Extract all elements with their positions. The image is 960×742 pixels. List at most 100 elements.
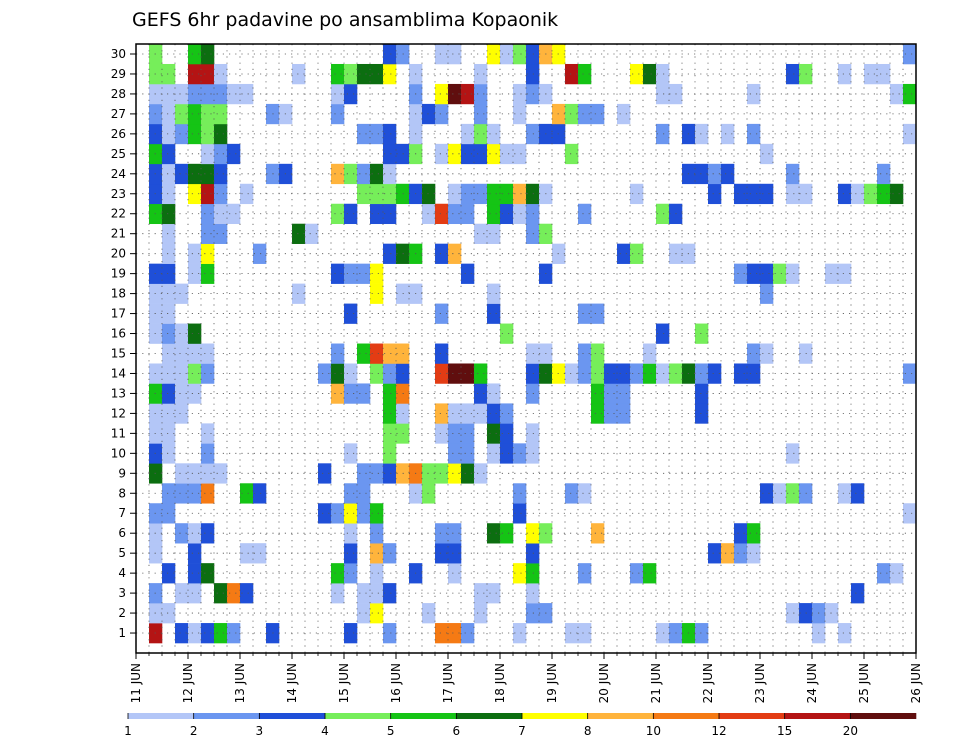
heatmap-cell	[656, 83, 670, 105]
heatmap-cell	[227, 583, 241, 604]
heatmap-cell	[162, 243, 176, 264]
heatmap-cell	[474, 223, 488, 244]
heatmap-cell	[357, 163, 371, 185]
heatmap-cell	[383, 403, 397, 424]
heatmap-cell	[188, 263, 202, 284]
heatmap-cell	[253, 543, 267, 564]
y-tick-label: 20	[111, 247, 126, 261]
heatmap-cell	[435, 363, 449, 384]
heatmap-cell	[435, 103, 449, 125]
heatmap-cell	[175, 363, 189, 384]
y-tick-label: 4	[118, 566, 126, 580]
heatmap-cell	[526, 363, 540, 384]
heatmap-cell	[526, 383, 540, 404]
heatmap-cell	[331, 63, 345, 85]
heatmap-cell	[344, 443, 358, 464]
heatmap-cell	[734, 543, 748, 564]
heatmap-cell	[331, 163, 345, 185]
heatmap-cell	[513, 83, 527, 105]
heatmap-cell	[175, 483, 189, 504]
heatmap-cell	[448, 563, 462, 584]
heatmap-cell	[214, 623, 228, 644]
colorbar-swatch	[259, 713, 326, 719]
heatmap-cell	[578, 343, 592, 364]
y-tick-label: 22	[111, 207, 126, 221]
heatmap-cell	[344, 543, 358, 564]
heatmap-cell	[422, 183, 436, 205]
heatmap-cell	[708, 363, 722, 384]
heatmap-cell	[188, 623, 202, 644]
heatmap-cell	[526, 83, 540, 105]
y-tick-label: 18	[111, 287, 126, 301]
heatmap-cell	[487, 223, 501, 244]
heatmap-cell	[448, 443, 462, 464]
colorbar-swatch	[850, 713, 917, 719]
heatmap-cell	[175, 123, 189, 145]
heatmap-cell	[175, 403, 189, 424]
heatmap-cell	[487, 203, 501, 225]
heatmap-cell	[344, 563, 358, 584]
heatmap-cell	[188, 523, 202, 544]
heatmap-cell	[201, 523, 215, 544]
heatmap-cell	[877, 183, 891, 205]
y-tick-label: 24	[111, 167, 126, 181]
heatmap-cell	[448, 523, 462, 544]
heatmap-cell	[435, 44, 449, 65]
heatmap-cell	[708, 183, 722, 205]
heatmap-cell	[487, 443, 501, 464]
heatmap-cell	[357, 503, 371, 524]
colorbar-label: 10	[646, 724, 661, 738]
y-tick-label: 30	[111, 47, 126, 61]
x-tick-label: 20 JUN	[597, 663, 611, 703]
heatmap-cell	[695, 363, 709, 384]
heatmap-cell	[162, 343, 176, 364]
heatmap-cell	[162, 323, 176, 344]
heatmap-cell	[162, 443, 176, 464]
heatmap-cell	[370, 283, 384, 304]
heatmap-cell	[695, 383, 709, 404]
heatmap-cell	[370, 183, 384, 205]
heatmap-cell	[461, 623, 475, 644]
heatmap-cell	[201, 143, 215, 165]
heatmap-cell	[500, 523, 514, 544]
heatmap-cell	[292, 223, 306, 244]
heatmap-cell	[201, 103, 215, 125]
heatmap-cell	[760, 343, 774, 364]
heatmap-cell	[721, 123, 735, 145]
heatmap-cell	[500, 423, 514, 444]
heatmap-cell	[747, 343, 761, 364]
heatmap-cell	[240, 583, 254, 604]
heatmap-cell	[591, 403, 605, 424]
heatmap-cell	[162, 183, 176, 205]
colorbar-label: 6	[453, 724, 461, 738]
heatmap-cell	[383, 363, 397, 384]
heatmap-cell	[383, 543, 397, 564]
heatmap-cell	[383, 423, 397, 444]
heatmap-cell	[357, 383, 371, 404]
colorbar-label: 20	[843, 724, 858, 738]
heatmap-cell	[760, 263, 774, 284]
heatmap-cell	[422, 103, 436, 125]
heatmap-cell	[318, 503, 332, 524]
heatmap-cell	[591, 103, 605, 125]
heatmap-cell	[838, 483, 852, 504]
heatmap-cell	[760, 483, 774, 504]
x-tick-label: 25 JUN	[857, 663, 871, 703]
heatmap-cell	[422, 463, 436, 484]
heatmap-cell	[175, 103, 189, 125]
heatmap-cell	[487, 523, 501, 544]
heatmap-cell	[435, 623, 449, 644]
heatmap-cell	[461, 363, 475, 384]
heatmap-cell	[435, 463, 449, 484]
x-tick-label: 15 JUN	[337, 663, 351, 703]
heatmap-cell	[383, 463, 397, 484]
heatmap-cell	[760, 183, 774, 205]
heatmap-cell	[526, 123, 540, 145]
y-tick-label: 9	[118, 466, 126, 480]
y-tick-label: 27	[111, 107, 126, 121]
heatmap-cell	[201, 423, 215, 444]
x-tick-label: 11 JUN	[129, 663, 143, 703]
heatmap-cell	[474, 383, 488, 404]
heatmap-cell	[461, 463, 475, 484]
